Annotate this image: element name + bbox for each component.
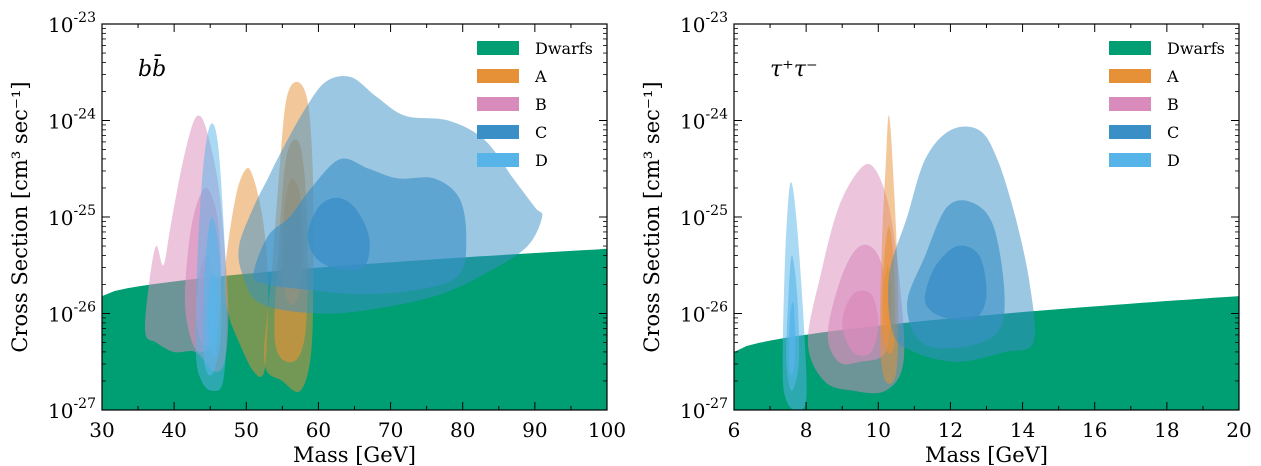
y-tick-label: 10-24	[680, 107, 728, 134]
legend-swatch-c	[1109, 125, 1151, 139]
legend-swatch-c	[477, 125, 519, 139]
x-tick-label: 70	[378, 418, 403, 442]
legend-swatch-b	[477, 97, 519, 111]
x-tick-label: 14	[1010, 418, 1035, 442]
x-tick-label: 12	[938, 418, 963, 442]
legend-label-dwarfs: Dwarfs	[1167, 39, 1225, 58]
channel-label: bb̄	[138, 54, 166, 82]
legend-label-dwarfs: Dwarfs	[535, 39, 593, 58]
x-tick-label: 20	[1226, 418, 1251, 442]
y-tick-label: 10-23	[680, 10, 728, 37]
y-axis-title: Cross Section [cm³ sec⁻¹]	[8, 81, 32, 352]
x-tick-label: 30	[89, 418, 114, 442]
x-tick-label: 18	[1154, 418, 1179, 442]
x-tick-label: 90	[522, 418, 547, 442]
contour-c-3	[307, 197, 370, 271]
y-tick-label: 10-26	[680, 300, 728, 327]
y-tick-label: 10-27	[680, 396, 728, 423]
legend-swatch-dwarfs	[1109, 41, 1151, 55]
x-tick-label: 80	[450, 418, 475, 442]
chart-panel-2: 6 8 10 12 14 16 18 20 10-27 10-26 10-25 10-24 10-23 M…	[640, 10, 1252, 466]
x-tick-label: 100	[588, 418, 626, 442]
contour-c-3	[924, 245, 987, 321]
plot-area	[734, 115, 1239, 410]
y-tick-label: 10-25	[48, 203, 96, 230]
x-tick-label: 50	[234, 418, 259, 442]
contour-d-3	[788, 302, 796, 375]
legend-label-a: A	[1166, 67, 1179, 86]
x-tick-label: 6	[728, 418, 741, 442]
channel-label: τ⁺τ⁻	[770, 57, 818, 82]
y-tick-label: 10-26	[48, 300, 96, 327]
contour-d-3	[208, 273, 218, 357]
legend-swatch-dwarfs	[477, 41, 519, 55]
x-tick-label: 60	[306, 418, 331, 442]
x-axis-title: Mass [GeV]	[293, 443, 416, 466]
contour-b-3	[842, 290, 879, 356]
x-tick-label: 8	[800, 418, 813, 442]
y-tick-label: 10-24	[48, 107, 96, 134]
legend-label-b: B	[1167, 95, 1179, 114]
y-tick-label: 10-23	[48, 10, 96, 37]
legend-swatch-a	[477, 69, 519, 83]
legend-label-d: D	[535, 151, 548, 170]
legend-label-d: D	[1167, 151, 1180, 170]
x-tick-label: 40	[161, 418, 186, 442]
legend-label-b: B	[535, 95, 547, 114]
legend-label-c: C	[1167, 123, 1179, 142]
legend-swatch-b	[1109, 97, 1151, 111]
y-tick-label: 10-27	[48, 396, 96, 423]
legend-label-c: C	[535, 123, 547, 142]
legend-swatch-d	[477, 153, 519, 167]
legend-label-a: A	[534, 67, 547, 86]
y-tick-label: 10-25	[680, 203, 728, 230]
chart-panel-1: 30 40 50 60 70 80 90 100 10-27 10-26 10-25 10-24 10-…	[8, 10, 626, 466]
x-tick-label: 16	[1082, 418, 1107, 442]
legend-swatch-a	[1109, 69, 1151, 83]
plot-area	[102, 76, 607, 410]
x-tick-label: 10	[866, 418, 891, 442]
y-axis-title: Cross Section [cm³ sec⁻¹]	[640, 81, 664, 352]
legend-swatch-d	[1109, 153, 1151, 167]
x-axis-title: Mass [GeV]	[925, 443, 1048, 466]
